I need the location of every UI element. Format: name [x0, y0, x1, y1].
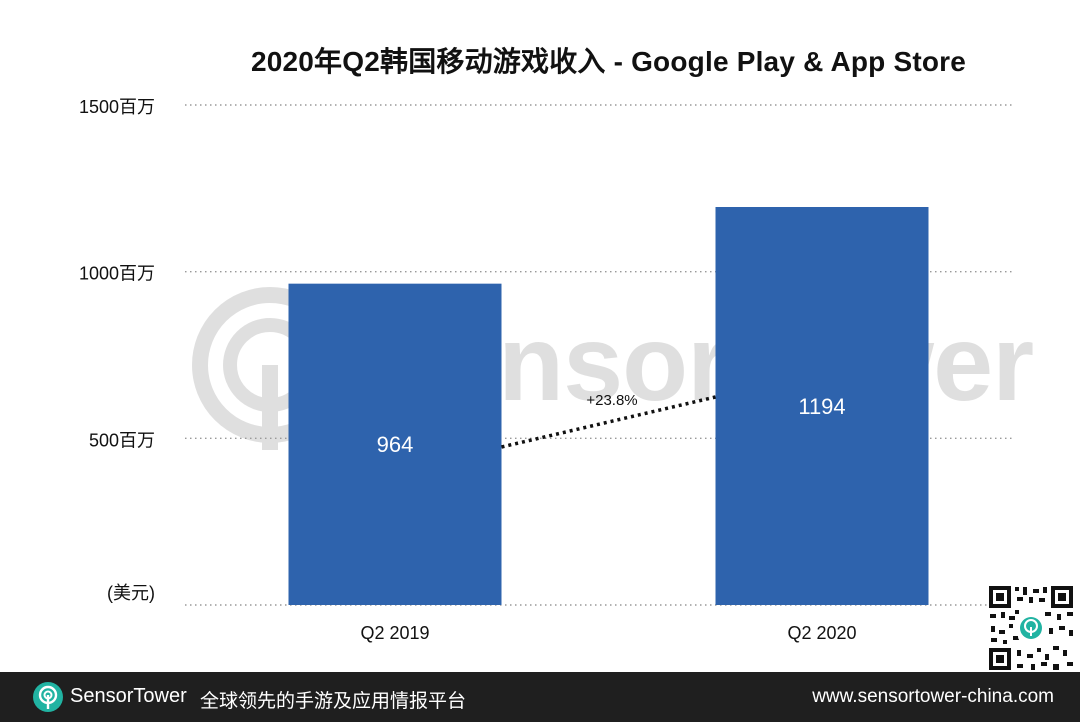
bar-value-label-1: 1194	[798, 394, 845, 419]
qr-code-icon	[987, 584, 1075, 672]
footer-brand-tower: Tower	[133, 685, 187, 707]
footer-url: www.sensortower-china.com	[812, 686, 1054, 707]
bar-chart: 500百万 1000百万 1500百万 (美元) 964 Q2 2019 1194 Q2 20…	[79, 97, 1012, 643]
bar-0	[288, 283, 502, 605]
chart-title: 2020年Q2韩国移动游戏收入 - Google Play & App Stor…	[250, 46, 967, 77]
footer-slogan: 全球领先的手游及应用情报平台	[200, 691, 467, 712]
y-tick-label-0: 500百万	[89, 430, 155, 450]
bar-value-label-0: 964	[377, 432, 414, 457]
footer-brand: SensorTower	[70, 685, 187, 708]
footer-brand-sensor: Sensor	[70, 685, 134, 707]
qr-code	[987, 584, 1075, 672]
bar-1	[715, 207, 929, 605]
y-unit-label: (美元)	[107, 583, 155, 603]
x-tick-label-1: Q2 2020	[787, 623, 856, 643]
y-tick-label-2: 1500百万	[79, 97, 155, 117]
footer-bar: SensorTower 全球领先的手游及应用情报平台 www.sensortow…	[0, 672, 1080, 722]
x-tick-label-0: Q2 2019	[360, 623, 429, 643]
chart-area: 2020年Q2韩国移动游戏收入 - Google Play & App Stor…	[79, 46, 1075, 672]
y-tick-label-1: 1000百万	[79, 264, 155, 284]
growth-label: +23.8%	[586, 392, 637, 409]
growth-connector	[501, 395, 716, 449]
sensortower-logo-icon	[33, 682, 63, 712]
